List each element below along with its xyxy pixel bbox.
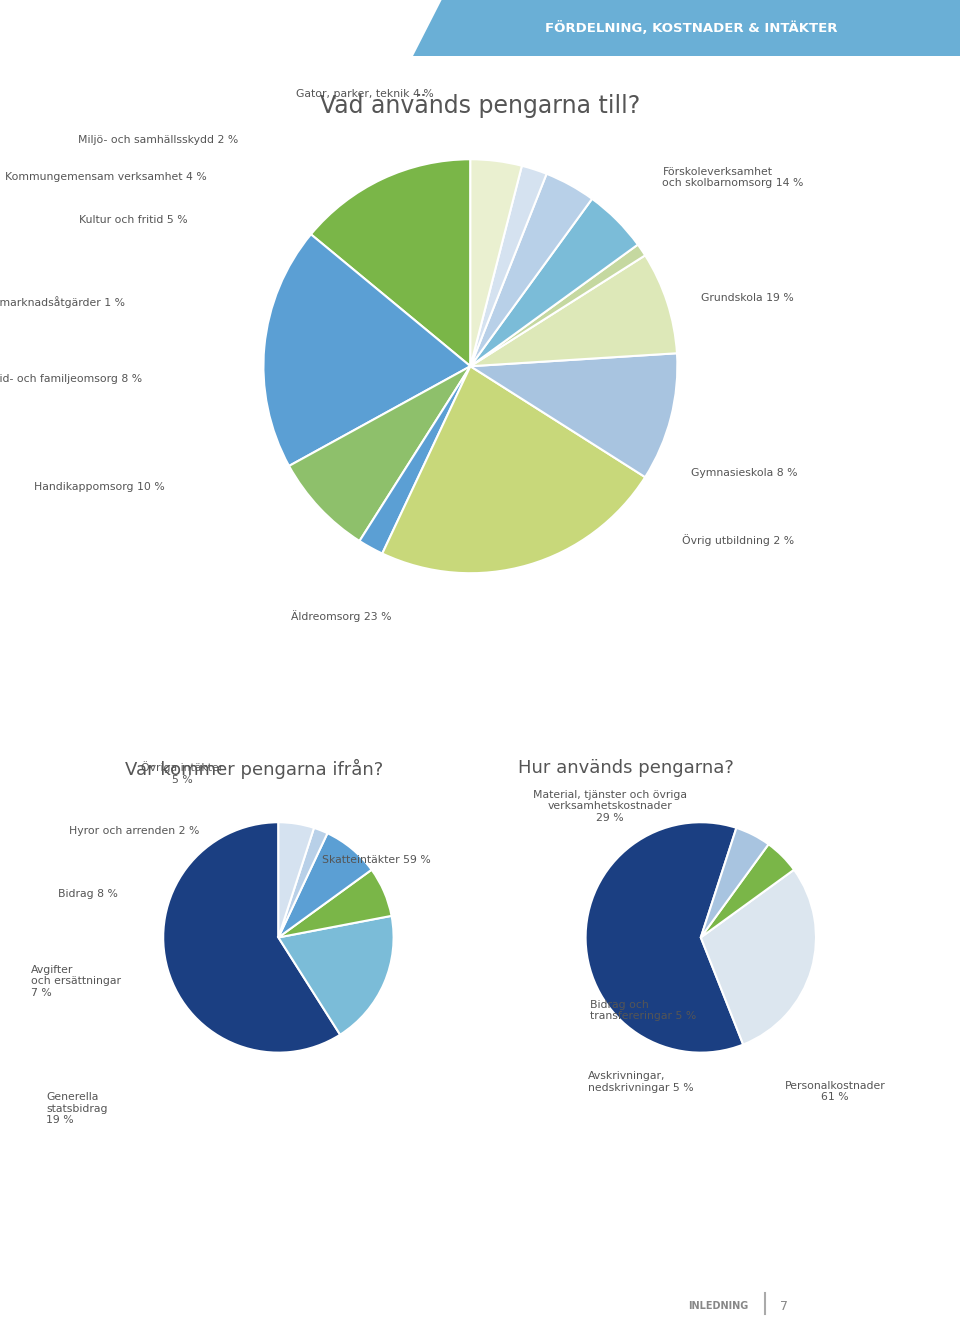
Text: INLEDNING: INLEDNING [688,1301,749,1312]
Text: Hyror och arrenden 2 %: Hyror och arrenden 2 % [69,825,200,836]
Wedge shape [359,367,470,554]
Text: Material, tjänster och övriga
verksamhetskostnader
29 %: Material, tjänster och övriga verksamhet… [533,790,686,823]
Wedge shape [701,844,794,938]
Wedge shape [278,828,327,938]
Wedge shape [470,173,592,367]
Wedge shape [470,245,645,367]
Text: Hur används pengarna?: Hur används pengarna? [518,759,734,777]
Wedge shape [470,353,678,477]
Wedge shape [470,255,677,367]
Wedge shape [278,915,394,1035]
Text: Äldreomsorg 23 %: Äldreomsorg 23 % [291,610,391,621]
Polygon shape [413,0,960,56]
Wedge shape [470,165,546,367]
Wedge shape [701,870,816,1044]
Text: Var kommer pengarna ifrån?: Var kommer pengarna ifrån? [125,759,383,780]
Text: Kultur och fritid 5 %: Kultur och fritid 5 % [79,215,187,226]
Text: Övrig utbildning 2 %: Övrig utbildning 2 % [682,535,794,546]
Text: Miljö- och samhällsskydd 2 %: Miljö- och samhällsskydd 2 % [78,134,238,145]
Wedge shape [163,823,340,1052]
Text: Gymnasieskola 8 %: Gymnasieskola 8 % [691,468,798,478]
Text: Bidrag och
transfereringar 5 %: Bidrag och transfereringar 5 % [590,1000,697,1021]
Wedge shape [470,199,637,367]
Wedge shape [586,823,743,1052]
Wedge shape [278,823,314,938]
Wedge shape [311,160,470,367]
Wedge shape [470,160,522,367]
Text: Vad används pengarna till?: Vad används pengarna till? [320,94,640,118]
Text: Grundskola 19 %: Grundskola 19 % [701,293,794,304]
Text: Avskrivningar,
nedskrivningar 5 %: Avskrivningar, nedskrivningar 5 % [588,1071,693,1093]
Text: Förskoleverksamhet
och skolbarnomsorg 14 %: Förskoleverksamhet och skolbarnomsorg 14… [662,167,804,188]
Wedge shape [263,234,470,466]
Text: Kommungemensam verksamhet 4 %: Kommungemensam verksamhet 4 % [5,172,206,183]
Text: Handikappomsorg 10 %: Handikappomsorg 10 % [35,481,165,492]
Text: Skatteintäkter 59 %: Skatteintäkter 59 % [322,855,430,866]
Wedge shape [701,828,769,938]
Wedge shape [382,367,645,573]
Wedge shape [289,367,470,542]
Text: Individ- och familjeomsorg 8 %: Individ- och familjeomsorg 8 % [0,374,142,384]
Text: Avgifter
och ersättningar
7 %: Avgifter och ersättningar 7 % [31,965,121,997]
Text: Generella
statsbidrag
19 %: Generella statsbidrag 19 % [46,1093,108,1125]
Wedge shape [278,870,392,938]
Text: Gator, parker, teknik 4 %: Gator, parker, teknik 4 % [296,89,434,99]
Text: Personalkostnader
61 %: Personalkostnader 61 % [785,1081,885,1102]
Text: FÖRDELNING, KOSTNADER & INTÄKTER: FÖRDELNING, KOSTNADER & INTÄKTER [545,22,837,35]
Text: Integration och arbetsmarknadsåtgärder 1 %: Integration och arbetsmarknadsåtgärder 1… [0,297,125,308]
Text: 7: 7 [780,1300,787,1313]
Wedge shape [278,833,372,938]
Text: Bidrag 8 %: Bidrag 8 % [58,888,117,899]
Text: Övriga intäkter
5 %: Övriga intäkter 5 % [141,761,224,785]
